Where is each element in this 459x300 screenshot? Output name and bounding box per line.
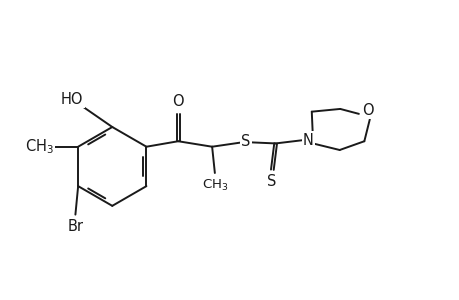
Text: N: N xyxy=(302,133,313,148)
Text: S: S xyxy=(241,134,250,149)
Text: CH$_3$: CH$_3$ xyxy=(201,178,228,193)
Text: O: O xyxy=(172,94,184,109)
Text: HO: HO xyxy=(61,92,84,107)
Text: O: O xyxy=(361,103,373,118)
Text: Br: Br xyxy=(67,219,83,234)
Text: CH$_3$: CH$_3$ xyxy=(25,137,54,156)
Text: S: S xyxy=(266,174,275,189)
